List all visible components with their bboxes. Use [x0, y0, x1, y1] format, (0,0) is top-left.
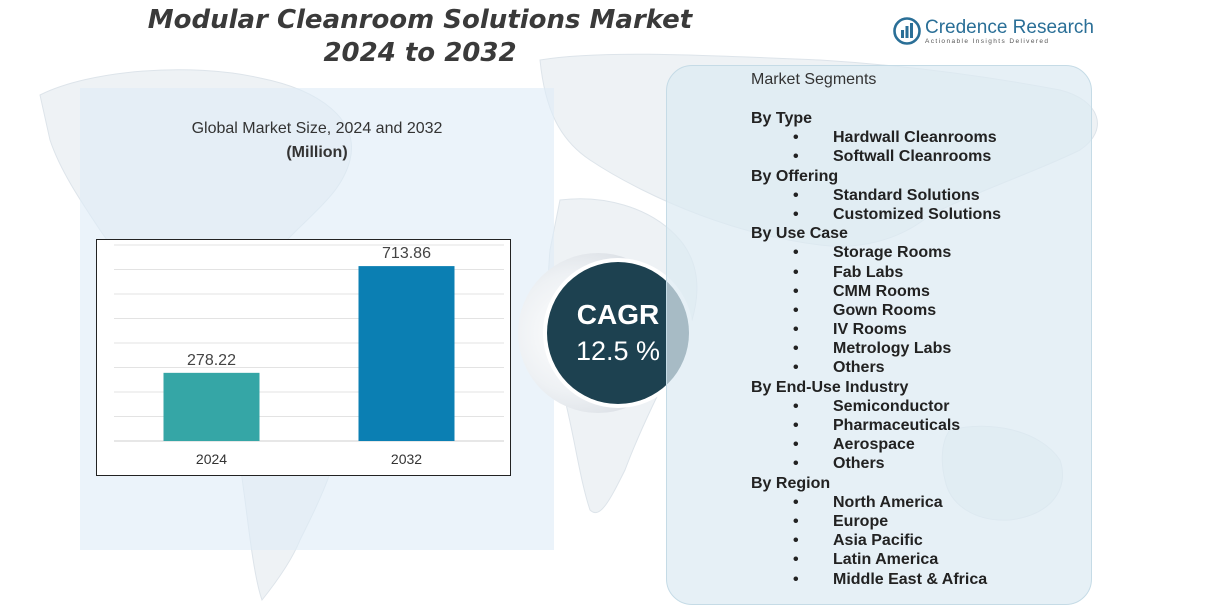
- bullet-icon: •: [793, 455, 799, 473]
- segment-item: • CMM Rooms: [751, 282, 1081, 301]
- segment-item-label: Pharmaceuticals: [833, 417, 961, 434]
- segment-group: By Offering • Standard Solutions • Customize…: [751, 167, 1081, 225]
- segment-item: • Asia Pacific: [751, 531, 1081, 550]
- segment-item-label: Europe: [833, 512, 889, 530]
- segment-heading: By Offering: [751, 167, 839, 185]
- segment-item-label: Others: [833, 455, 885, 473]
- bar-2032: [358, 266, 455, 441]
- bullet-icon: •: [793, 321, 799, 339]
- segment-item-label: CMM Rooms: [833, 282, 930, 300]
- segment-item-label: Semiconductor: [833, 397, 950, 415]
- chart-title: Modular Cleanroom Solutions Market 2024 …: [130, 4, 710, 70]
- segment-item-label: Middle East & Africa: [833, 570, 988, 588]
- bullet-icon: •: [793, 436, 799, 454]
- data-label-2032: 713.86: [382, 245, 431, 262]
- segment-item-label: IV Rooms: [833, 321, 907, 339]
- bullet-icon: •: [793, 186, 799, 204]
- segment-item-label: Storage Rooms: [833, 244, 952, 262]
- segment-item: • Semiconductor: [751, 397, 1081, 416]
- segment-item: • Customized Solutions: [751, 205, 1081, 224]
- bullet-icon: •: [793, 570, 799, 588]
- x-tick-label-2032: 2032: [391, 451, 422, 467]
- segment-item: • Fab Labs: [751, 263, 1081, 282]
- bars: 278.22 2024 713.86 2032: [163, 245, 455, 467]
- segments-title: Market Segments: [751, 71, 877, 88]
- segment-group: By Type • Hardwall Cleanrooms • Softwall Cle…: [751, 109, 1081, 167]
- segment-item: • Storage Rooms: [751, 243, 1081, 262]
- segments-list: By Type • Hardwall Cleanrooms • Softwall Cle…: [751, 109, 1081, 589]
- bullet-icon: •: [793, 359, 799, 377]
- segment-item-label: Aerospace: [833, 436, 915, 454]
- segment-heading: By Region: [751, 474, 831, 492]
- segment-item: • North America: [751, 493, 1081, 512]
- cagr-value: 12.5 %: [575, 336, 661, 366]
- segment-group: By Region • North America • Europe • Asia Paci…: [751, 474, 1081, 589]
- bullet-icon: •: [793, 263, 799, 281]
- cagr-label: CAGR: [576, 299, 660, 330]
- segment-item: • IV Rooms: [751, 320, 1081, 339]
- segment-item: • Aerospace: [751, 435, 1081, 454]
- bullet-icon: •: [793, 551, 799, 569]
- segment-item: • Others: [751, 454, 1081, 473]
- segment-heading: By Use Case: [751, 225, 848, 243]
- segment-item-label: North America: [833, 493, 943, 511]
- bullet-icon: •: [793, 244, 799, 262]
- logo-name: Credence Research: [925, 17, 1094, 38]
- bullet-icon: •: [793, 340, 799, 358]
- segment-item: • Pharmaceuticals: [751, 416, 1081, 435]
- bar-2024: [163, 372, 260, 441]
- segment-item-label: Gown Rooms: [833, 301, 937, 319]
- segment-group: By End-Use Industry • Semiconductor • Pharma…: [751, 378, 1081, 474]
- bullet-icon: •: [793, 512, 799, 530]
- segment-item-label: Hardwall Cleanrooms: [833, 129, 997, 147]
- bullet-icon: •: [793, 282, 799, 300]
- bullet-icon: •: [793, 148, 799, 166]
- bullet-icon: •: [793, 417, 799, 434]
- chart-subtitle: Global Market Size, 2024 and 2032 (Milli…: [80, 117, 554, 165]
- bullet-icon: •: [793, 301, 799, 319]
- logo-icon: [893, 17, 921, 45]
- segment-item-label: Customized Solutions: [833, 205, 1001, 223]
- segment-item-label: Asia Pacific: [833, 532, 923, 550]
- segment-item: • Europe: [751, 512, 1081, 531]
- segment-item: • Gown Rooms: [751, 301, 1081, 320]
- subtitle-text: Global Market Size, 2024 and 2032: [191, 120, 443, 137]
- segment-heading: By Type: [751, 110, 813, 127]
- data-label-2024: 278.22: [187, 352, 236, 369]
- segment-item: • Standard Solutions: [751, 186, 1081, 205]
- segment-item-label: Fab Labs: [833, 263, 904, 281]
- bullet-icon: •: [793, 129, 799, 147]
- segment-item: • Middle East & Africa: [751, 570, 1081, 589]
- bar-chart: 278.22 2024 713.86 2032: [96, 239, 511, 476]
- segment-item: • Metrology Labs: [751, 339, 1081, 358]
- segment-item: • Softwall Cleanrooms: [751, 147, 1081, 166]
- bullet-icon: •: [793, 493, 799, 511]
- segment-item: • Hardwall Cleanrooms: [751, 128, 1081, 147]
- segment-group: By Use Case • Storage Rooms • Fab Labs • CMM R…: [751, 224, 1081, 378]
- company-logo: Credence Research Actionable Insights De…: [893, 16, 1094, 50]
- logo-tagline: Actionable Insights Delivered: [925, 38, 1050, 45]
- title-line-2: 2024 to 2032: [323, 38, 517, 68]
- segment-heading: By End-Use Industry: [751, 378, 909, 396]
- cagr-badge: CAGR 12.5 %: [547, 262, 689, 404]
- bullet-icon: •: [793, 397, 799, 415]
- segment-item-label: Others: [833, 359, 885, 377]
- segment-item-label: Metrology Labs: [833, 340, 952, 358]
- segment-item-label: Latin America: [833, 551, 939, 569]
- x-tick-label-2024: 2024: [196, 451, 227, 467]
- segment-item: • Others: [751, 358, 1081, 377]
- bullet-icon: •: [793, 205, 799, 223]
- title-line-1: Modular Cleanroom Solutions Market: [147, 5, 693, 35]
- segment-item: • Latin America: [751, 550, 1081, 569]
- segment-item-label: Standard Solutions: [833, 186, 980, 204]
- unit-label: (Million): [286, 144, 348, 161]
- segments-panel: [666, 65, 1092, 605]
- segment-item-label: Softwall Cleanrooms: [833, 148, 992, 166]
- bullet-icon: •: [793, 532, 799, 550]
